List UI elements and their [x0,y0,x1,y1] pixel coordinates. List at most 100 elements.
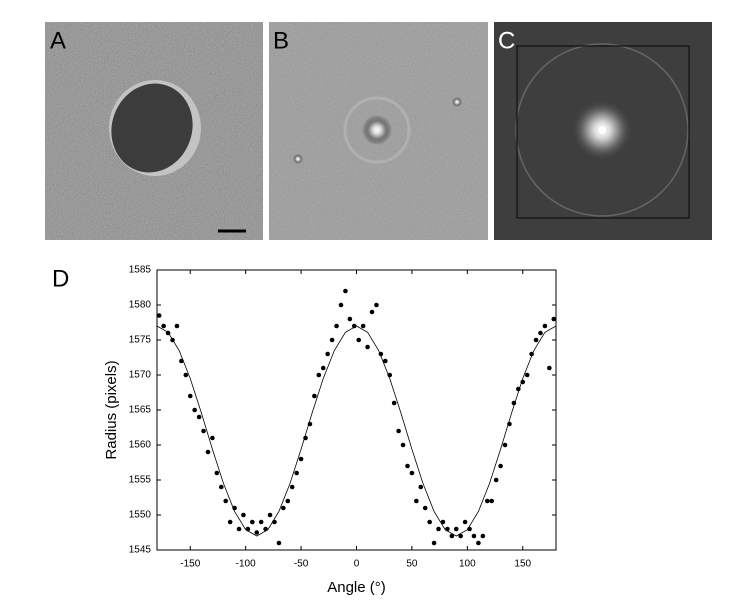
data-point [187,393,193,399]
data-point [281,505,286,511]
data-point [276,540,282,546]
data-point [334,323,339,329]
data-point [205,449,211,455]
x-tick-label: 100 [459,559,476,570]
data-point [431,540,437,546]
data-point [192,407,197,413]
plot-frame [156,269,557,551]
y-axis-label: Radius (pixels) [103,360,120,459]
panel-label: B [273,27,289,54]
data-point [418,484,424,490]
x-tick-label: 150 [514,559,531,570]
data-point [241,512,246,518]
data-point [498,463,503,469]
data-point [427,519,432,525]
y-tick-label: 1555 [129,475,152,486]
data-point [414,498,419,504]
data-point [449,533,455,539]
panel-a: A [45,22,263,240]
x-tick-label: -100 [236,559,256,570]
data-point [196,414,202,420]
fit-line [156,325,557,537]
data-point [409,470,415,476]
data-point [214,470,220,476]
data-point [400,442,406,448]
y-tick-label: 1545 [129,545,152,556]
data-point [351,323,357,329]
data-point [396,428,401,434]
panel-b: B [269,22,488,240]
y-tick-label: 1580 [129,300,152,311]
data-point [254,530,260,535]
data-point [360,323,366,329]
data-point [325,351,330,357]
data-point [462,519,468,525]
data-point [524,372,530,378]
data-point [542,323,548,329]
data-point [289,484,295,490]
data-point [369,309,375,315]
data-point [391,400,397,406]
x-tick-label: -50 [294,559,309,570]
data-point [250,519,255,525]
y-tick-label: 1575 [129,335,152,346]
data-point [484,498,490,504]
y-tick-label: 1565 [129,405,152,416]
data-point [489,498,495,504]
y-tick-label: 1570 [129,370,152,381]
data-point [476,540,481,546]
data-point [338,302,344,308]
panel-c: C [494,22,712,240]
data-point [236,526,242,532]
data-point [174,323,180,329]
data-point [453,526,459,532]
y-tick-label: 1585 [129,265,152,276]
panel-label: D [52,265,69,292]
data-point [201,428,206,434]
data-point [267,512,273,518]
data-point [183,372,189,378]
x-tick-label: 0 [354,559,360,570]
data-point [329,337,335,343]
data-point [405,463,410,469]
data-point [538,330,543,336]
data-point [298,456,304,462]
data-point [294,470,299,476]
data-point [227,519,233,525]
data-point [436,526,441,532]
data-point [480,533,486,539]
data-point [547,365,552,371]
data-point [347,316,353,322]
y-tick-label: 1550 [129,510,152,521]
y-tick-label: 1560 [129,440,152,451]
data-point [210,435,215,441]
x-tick-label: -150 [180,559,200,570]
data-point [383,358,388,364]
data-point [471,533,477,539]
data-point [161,323,166,329]
data-point [502,442,508,448]
data-point [458,533,463,539]
data-point [320,365,326,371]
data-point [493,477,499,483]
data-point [316,372,322,378]
data-point [223,498,229,504]
data-point [374,302,379,308]
panel-label: C [498,27,515,54]
data-point [312,393,317,399]
x-axis-label: Angle (°) [327,579,386,596]
data-point [422,505,428,511]
data-point [551,316,557,322]
data-point [440,519,446,525]
data-point [365,344,370,350]
data-point [258,519,264,525]
panel-label: A [50,27,66,54]
data-point [533,337,539,343]
data-point [343,288,348,294]
data-point [285,498,291,504]
x-tick-label: 50 [406,559,418,570]
data-point [218,484,224,490]
data-point [156,313,162,318]
data-point [356,337,362,343]
